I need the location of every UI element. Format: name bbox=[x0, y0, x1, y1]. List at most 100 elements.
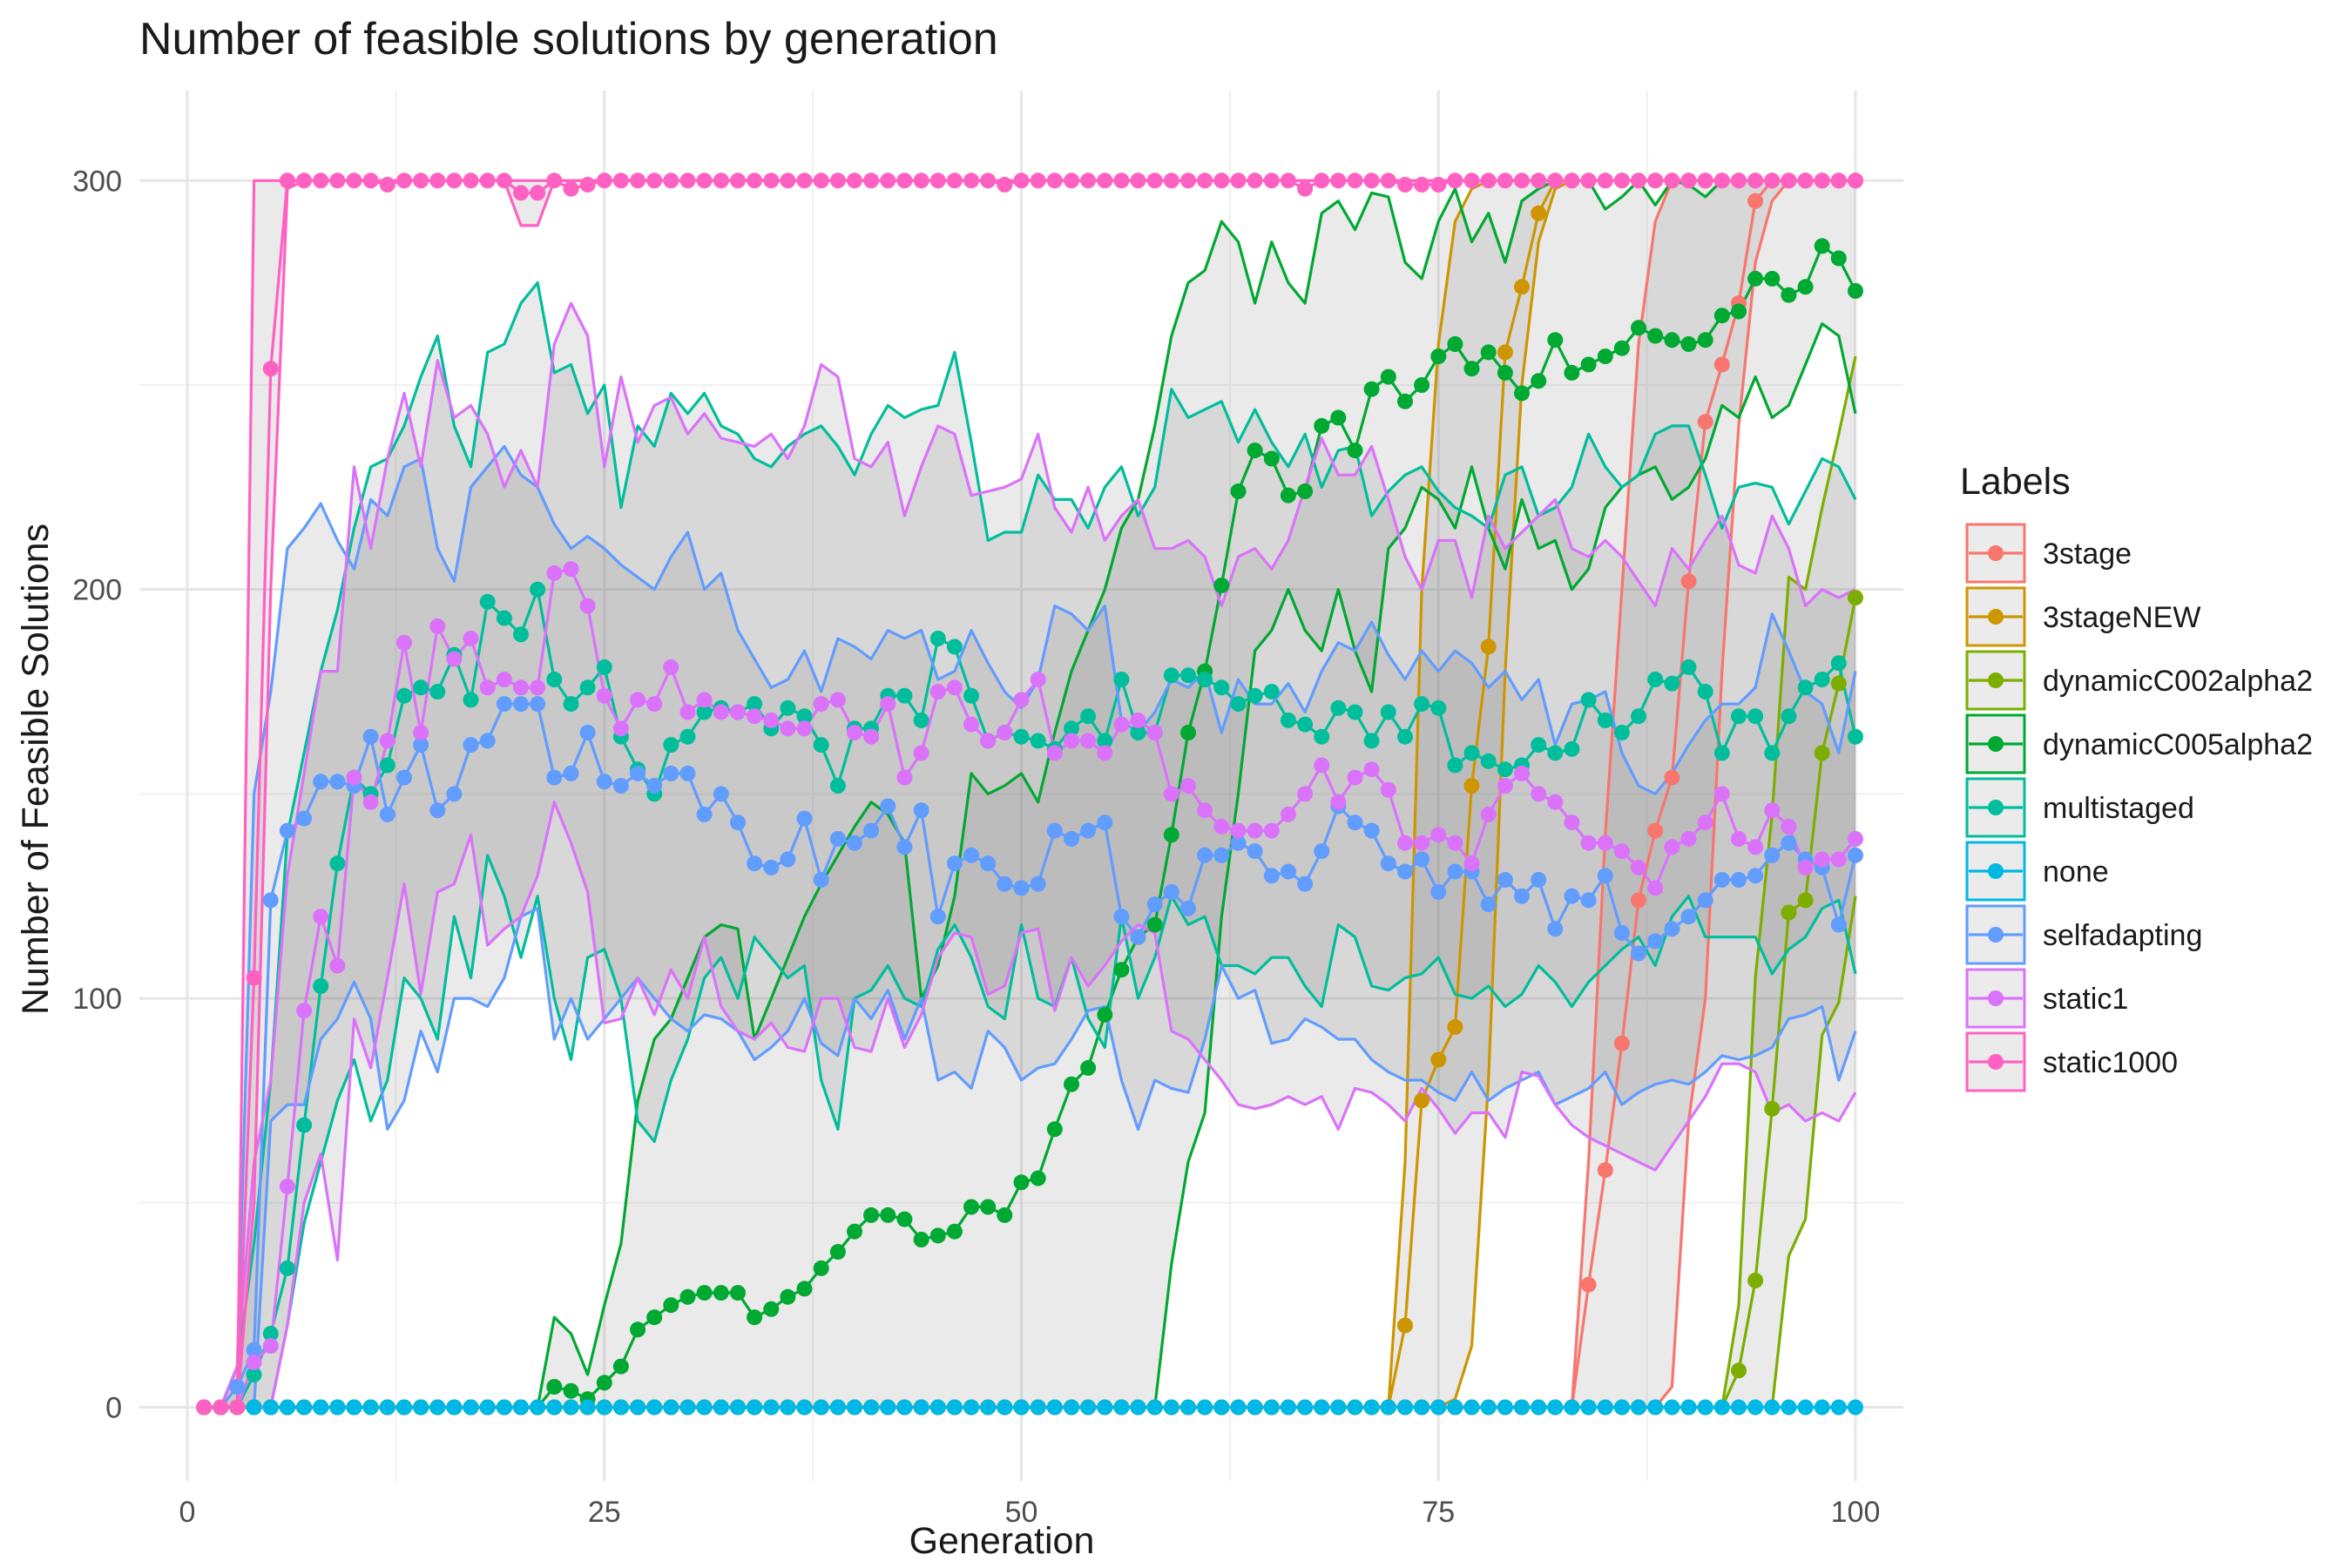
point-static1000 bbox=[1146, 172, 1163, 189]
point-static1000 bbox=[1848, 172, 1863, 189]
point-none bbox=[530, 1399, 546, 1416]
point-selfadapting bbox=[1597, 868, 1613, 884]
point-selfadapting bbox=[279, 822, 295, 839]
legend-title: Labels bbox=[1960, 461, 2071, 503]
point-multistaged bbox=[780, 700, 796, 716]
point-multistaged bbox=[1380, 704, 1396, 720]
point-multistaged bbox=[1030, 733, 1046, 749]
point-3stage bbox=[1713, 356, 1730, 373]
point-dynamicc005alpha2 bbox=[1263, 450, 1280, 467]
point-static1 bbox=[1447, 835, 1463, 851]
point-dynamicc005alpha2 bbox=[1397, 393, 1413, 409]
point-none bbox=[1547, 1399, 1564, 1416]
point-static1 bbox=[479, 679, 496, 696]
point-selfadapting bbox=[1314, 843, 1330, 860]
point-static1 bbox=[530, 679, 546, 696]
point-none bbox=[1297, 1399, 1314, 1416]
legend-key-point bbox=[1988, 672, 2004, 688]
point-3stage bbox=[1747, 193, 1764, 209]
point-static1 bbox=[1580, 835, 1597, 851]
point-static1000 bbox=[730, 172, 746, 189]
x-tick-label: 75 bbox=[1422, 1496, 1455, 1529]
point-dynamicc005alpha2 bbox=[929, 1227, 946, 1244]
point-static1 bbox=[679, 704, 696, 720]
point-static1 bbox=[546, 564, 563, 581]
point-static1 bbox=[1013, 692, 1030, 708]
legend-key-point bbox=[1988, 927, 2004, 943]
point-static1000 bbox=[1363, 172, 1380, 189]
point-3stagenew bbox=[1480, 639, 1497, 655]
point-dynamicc005alpha2 bbox=[1297, 483, 1314, 499]
point-selfadapting bbox=[730, 814, 746, 831]
point-static1 bbox=[262, 1338, 279, 1355]
point-selfadapting bbox=[1213, 847, 1230, 863]
legend-label: 3stage bbox=[2043, 537, 2132, 571]
point-dynamicc005alpha2 bbox=[796, 1281, 813, 1297]
point-none bbox=[313, 1399, 329, 1416]
point-static1000 bbox=[479, 172, 496, 189]
point-static1000 bbox=[929, 172, 946, 189]
point-static1000 bbox=[1347, 172, 1363, 189]
point-static1000 bbox=[1514, 172, 1530, 189]
point-static1 bbox=[1731, 831, 1747, 847]
point-none bbox=[1064, 1399, 1079, 1416]
point-multistaged bbox=[1680, 659, 1697, 675]
bound-line-lower-multistaged bbox=[204, 854, 1857, 1409]
point-none bbox=[1247, 1399, 1263, 1416]
point-static1 bbox=[1480, 806, 1497, 822]
point-static1000 bbox=[1597, 172, 1613, 189]
point-selfadapting bbox=[646, 778, 663, 794]
point-multistaged bbox=[1247, 687, 1263, 704]
point-static1 bbox=[463, 631, 479, 646]
point-multistaged bbox=[663, 737, 679, 754]
point-selfadapting bbox=[379, 806, 395, 822]
point-selfadapting bbox=[1347, 814, 1363, 831]
point-dynamicc005alpha2 bbox=[1531, 373, 1547, 389]
point-dynamicc005alpha2 bbox=[1414, 377, 1430, 393]
point-dynamicc005alpha2 bbox=[679, 1288, 696, 1305]
point-static1000 bbox=[1764, 172, 1781, 189]
point-multistaged bbox=[1430, 700, 1447, 716]
y-axis-ticks: 0 100 200 300 bbox=[72, 165, 122, 1424]
point-dynamicc002alpha2 bbox=[1764, 1100, 1781, 1117]
point-static1000 bbox=[229, 1399, 246, 1416]
point-multistaged bbox=[379, 757, 395, 774]
point-multistaged bbox=[1613, 725, 1630, 740]
point-multistaged bbox=[1713, 745, 1730, 761]
point-multistaged bbox=[1414, 696, 1430, 713]
point-selfadapting bbox=[713, 786, 729, 802]
point-none bbox=[880, 1399, 896, 1416]
point-multistaged bbox=[829, 778, 846, 794]
point-dynamicc005alpha2 bbox=[612, 1358, 629, 1375]
point-selfadapting bbox=[1564, 888, 1580, 904]
point-static1 bbox=[913, 745, 929, 761]
point-dynamicc005alpha2 bbox=[1463, 361, 1480, 377]
point-static1 bbox=[1397, 835, 1413, 851]
point-static1 bbox=[630, 692, 646, 708]
point-dynamicc005alpha2 bbox=[1497, 364, 1513, 381]
point-static1 bbox=[496, 672, 512, 687]
point-multistaged bbox=[1397, 728, 1413, 745]
point-selfadapting bbox=[596, 774, 612, 790]
legend-item-static1: static1 bbox=[1965, 968, 2128, 1029]
point-none bbox=[496, 1399, 512, 1416]
point-static1 bbox=[1163, 786, 1179, 802]
legend-key-point bbox=[1988, 609, 2004, 625]
bound-line-lower-selfadapting bbox=[204, 907, 1857, 1409]
point-selfadapting bbox=[1480, 896, 1497, 913]
legend-item-static1000: static1000 bbox=[1965, 1031, 2178, 1092]
point-static1000 bbox=[1447, 172, 1463, 189]
point-selfadapting bbox=[296, 810, 313, 827]
point-static1000 bbox=[847, 172, 862, 189]
point-multistaged bbox=[546, 672, 563, 687]
point-dynamicc005alpha2 bbox=[1447, 336, 1463, 352]
point-none bbox=[1263, 1399, 1280, 1416]
point-static1 bbox=[946, 679, 963, 696]
legend-key-point bbox=[1988, 863, 2004, 879]
point-selfadapting bbox=[1514, 888, 1530, 904]
point-dynamicc005alpha2 bbox=[1731, 303, 1747, 320]
point-static1000 bbox=[896, 172, 913, 189]
point-selfadapting bbox=[1848, 847, 1863, 863]
point-none bbox=[997, 1399, 1013, 1416]
point-none bbox=[429, 1399, 446, 1416]
